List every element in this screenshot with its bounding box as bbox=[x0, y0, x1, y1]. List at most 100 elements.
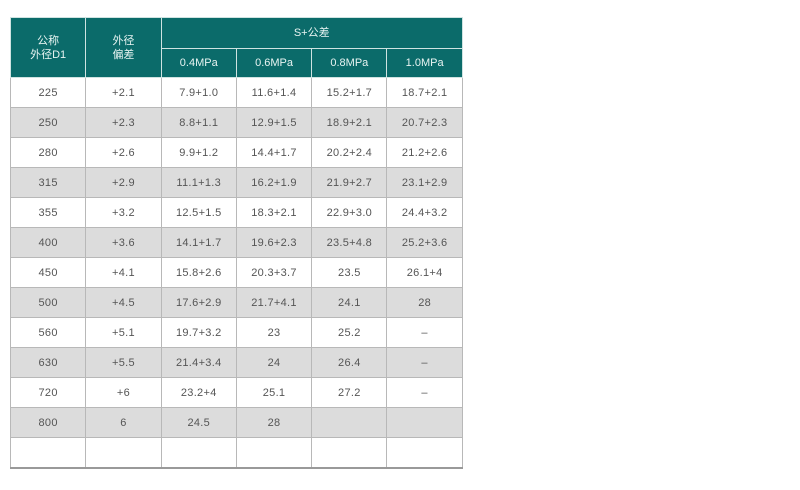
header-pressure: 0.8MPa bbox=[311, 48, 388, 78]
table-cell: +6 bbox=[85, 377, 162, 408]
table-cell: 17.6+2.9 bbox=[160, 287, 237, 318]
table-cell: 21.2+2.6 bbox=[386, 137, 463, 168]
table-row: 315 +2.9 11.1+1.3 16.2+1.9 21.9+2.7 23.1+2.9 bbox=[9, 167, 463, 198]
table-cell: 26.4 bbox=[311, 347, 388, 378]
table-row: 225 +2.1 7.9+1.0 11.6+1.4 15.2+1.7 18.7+2.1 bbox=[9, 77, 463, 108]
table-cell: – bbox=[386, 317, 463, 348]
table-cell: 9.9+1.2 bbox=[160, 137, 237, 168]
table-cell: 500 bbox=[9, 287, 87, 318]
table-cell: +2.1 bbox=[85, 77, 162, 108]
table-cell: +2.3 bbox=[85, 107, 162, 138]
table-cell: – bbox=[386, 347, 463, 378]
table-row: 500 +4.5 17.6+2.9 21.7+4.1 24.1 28 bbox=[9, 287, 463, 318]
header-od-tolerance: 外径 偏差 bbox=[85, 17, 162, 78]
table-row: 280 +2.6 9.9+1.2 14.4+1.7 20.2+2.4 21.2+2.6 bbox=[9, 137, 463, 168]
table-cell: 18.3+2.1 bbox=[235, 197, 313, 228]
table-cell: 12.9+1.5 bbox=[235, 107, 313, 138]
table-cell: 450 bbox=[9, 257, 87, 288]
table-cell: 25.2 bbox=[311, 317, 388, 348]
table-cell: 315 bbox=[9, 167, 87, 198]
table-cell: 24.1 bbox=[311, 287, 388, 318]
table-cell: 23.2+4 bbox=[160, 377, 237, 408]
table-cell: 25.1 bbox=[235, 377, 313, 408]
table-cell: +5.5 bbox=[85, 347, 162, 378]
table-cell: 355 bbox=[9, 197, 87, 228]
table-cell: – bbox=[386, 377, 463, 408]
table-cell: 23 bbox=[235, 317, 313, 348]
table-row: 450 +4.1 15.8+2.6 20.3+3.7 23.5 26.1+4 bbox=[9, 257, 463, 288]
table-row: 720 +6 23.2+4 25.1 27.2– bbox=[9, 377, 463, 408]
header-text: 外径D1 bbox=[30, 48, 67, 61]
table-row: 400 +3.6 14.1+1.7 19.6+2.3 23.5+4.8 25.2+3.6 bbox=[9, 227, 463, 258]
table-cell bbox=[85, 437, 162, 469]
header-text: 偏差 bbox=[112, 48, 135, 61]
table-cell: 21.9+2.7 bbox=[311, 167, 388, 198]
table-cell bbox=[386, 437, 463, 469]
table-cell: 21.7+4.1 bbox=[235, 287, 313, 318]
table-cell: 19.7+3.2 bbox=[160, 317, 237, 348]
table-cell: 25.2+3.6 bbox=[386, 227, 463, 258]
table-cell bbox=[311, 407, 388, 438]
header-pressure: 0.4MPa bbox=[160, 48, 237, 78]
table-cell: +4.5 bbox=[85, 287, 162, 318]
table-cell bbox=[235, 437, 313, 469]
table-cell: 26.1+4 bbox=[386, 257, 463, 288]
table-cell: +3.6 bbox=[85, 227, 162, 258]
table-cell: 20.2+2.4 bbox=[311, 137, 388, 168]
table-cell: 18.7+2.1 bbox=[386, 77, 463, 108]
table-cell: 12.5+1.5 bbox=[160, 197, 237, 228]
table-cell: 20.7+2.3 bbox=[386, 107, 463, 138]
table-cell: +4.1 bbox=[85, 257, 162, 288]
table-cell: 630 bbox=[9, 347, 87, 378]
table-cell: 23.5+4.8 bbox=[311, 227, 388, 258]
table-cell: 28 bbox=[386, 287, 463, 318]
table-cell bbox=[160, 437, 237, 469]
table-cell: 20.3+3.7 bbox=[235, 257, 313, 288]
table-cell: 23.1+2.9 bbox=[386, 167, 463, 198]
table-cell: 16.2+1.9 bbox=[235, 167, 313, 198]
table-cell: 400 bbox=[9, 227, 87, 258]
header-pressure: 0.6MPa bbox=[235, 48, 313, 78]
table-cell: 11.1+1.3 bbox=[160, 167, 237, 198]
table-cell bbox=[311, 437, 388, 469]
table-cell: 15.8+2.6 bbox=[160, 257, 237, 288]
table-row bbox=[9, 437, 463, 469]
table-cell: 800 bbox=[9, 407, 87, 438]
table-cell: 14.1+1.7 bbox=[160, 227, 237, 258]
table-row: 250 +2.3 8.8+1.1 12.9+1.5 18.9+2.1 20.7+2.3 bbox=[9, 107, 463, 138]
table-row: 560 +5.1 19.7+3.2 23 25.2– bbox=[9, 317, 463, 348]
table-cell: 21.4+3.4 bbox=[160, 347, 237, 378]
table-cell: 560 bbox=[9, 317, 87, 348]
table-cell: 24.5 bbox=[160, 407, 237, 438]
header-nominal-diameter: 公称 外径D1 bbox=[9, 17, 87, 78]
table-cell: 22.9+3.0 bbox=[311, 197, 388, 228]
table-cell: 15.2+1.7 bbox=[311, 77, 388, 108]
header-wall-thickness-group: S+公差 bbox=[160, 17, 463, 49]
table-cell: 19.6+2.3 bbox=[235, 227, 313, 258]
table-cell: 18.9+2.1 bbox=[311, 107, 388, 138]
table-cell bbox=[9, 437, 87, 469]
table-cell: 27.2 bbox=[311, 377, 388, 408]
table-cell: 24.4+3.2 bbox=[386, 197, 463, 228]
table-cell: 6 bbox=[85, 407, 162, 438]
table-cell: +2.6 bbox=[85, 137, 162, 168]
table-row: 355 +3.2 12.5+1.5 18.3+2.1 22.9+3.0 24.4+3.2 bbox=[9, 197, 463, 228]
table-cell: 250 bbox=[9, 107, 87, 138]
table-cell: 14.4+1.7 bbox=[235, 137, 313, 168]
table-cell: 11.6+1.4 bbox=[235, 77, 313, 108]
table-cell: 24 bbox=[235, 347, 313, 378]
table-cell: 720 bbox=[9, 377, 87, 408]
table-cell: 280 bbox=[9, 137, 87, 168]
table-cell: +2.9 bbox=[85, 167, 162, 198]
table-cell: 8.8+1.1 bbox=[160, 107, 237, 138]
table-cell: 225 bbox=[9, 77, 87, 108]
table-row: 800 6 24.5 28 bbox=[9, 407, 463, 438]
table-cell: +3.2 bbox=[85, 197, 162, 228]
pipe-spec-table: 公称 外径D1 外径 偏差 S+公差 0.4MPa 0.6MPa 0.8MPa 1.… bbox=[9, 17, 463, 469]
table-cell: 28 bbox=[235, 407, 313, 438]
table-cell: +5.1 bbox=[85, 317, 162, 348]
header-pressure: 1.0MPa bbox=[386, 48, 463, 78]
table-row: 630 +5.5 21.4+3.4 24 26.4– bbox=[9, 347, 463, 378]
table-cell: 7.9+1.0 bbox=[160, 77, 237, 108]
table-cell: 23.5 bbox=[311, 257, 388, 288]
